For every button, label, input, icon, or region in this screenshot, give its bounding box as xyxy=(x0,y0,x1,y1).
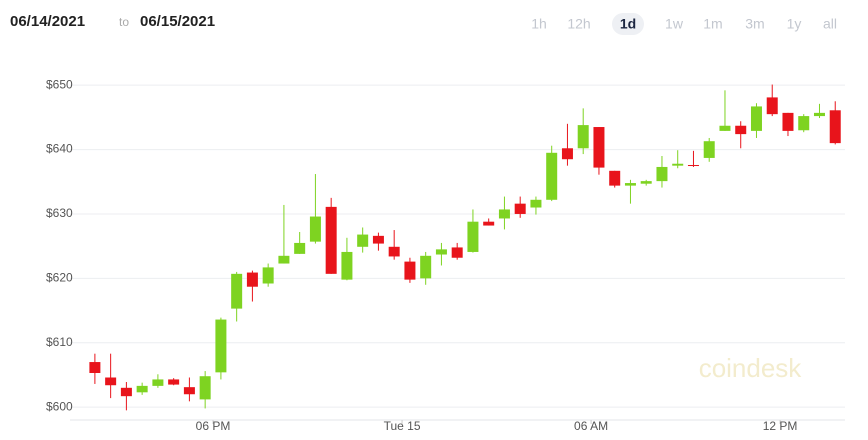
candle-body xyxy=(215,319,227,373)
candle-body xyxy=(609,170,621,186)
candle-body xyxy=(514,203,526,214)
x-tick-label: 06 PM xyxy=(196,419,231,433)
candle-body xyxy=(750,106,762,131)
range-button[interactable]: 1m xyxy=(703,16,722,32)
date-from[interactable]: 06/14/2021 xyxy=(10,13,85,30)
candle-body xyxy=(120,387,132,397)
range-button[interactable]: 3m xyxy=(745,16,764,32)
y-tick-label: $620 xyxy=(46,271,73,285)
candle-body xyxy=(483,221,495,226)
candle-body xyxy=(561,148,573,160)
candle-body xyxy=(687,165,699,167)
candle-body xyxy=(782,112,794,131)
candle-body xyxy=(262,267,274,284)
y-tick-label: $600 xyxy=(46,399,73,413)
range-button[interactable]: 1w xyxy=(665,16,684,32)
candle-body xyxy=(593,127,605,168)
x-tick-label: 12 PM xyxy=(763,419,798,433)
x-tick-label: 06 AM xyxy=(574,419,608,433)
candle-body xyxy=(231,273,243,309)
candle-body xyxy=(325,206,337,274)
candle-body xyxy=(105,377,117,386)
candle-body xyxy=(152,379,164,386)
candle-body xyxy=(372,235,384,244)
candle-body xyxy=(672,163,684,166)
y-tick-label: $640 xyxy=(46,142,73,156)
candle-body xyxy=(404,261,416,280)
candle-body xyxy=(388,246,400,257)
range-buttons: 1h 12h 1d 1w 1m 3m 1y all xyxy=(531,13,837,35)
range-selected-bg xyxy=(612,13,644,35)
candle-body xyxy=(813,112,825,117)
candle-body xyxy=(498,209,510,219)
x-tick-label: Tue 15 xyxy=(384,419,421,433)
candle-body xyxy=(546,152,558,200)
y-tick-label: $650 xyxy=(46,77,73,91)
date-to[interactable]: 06/15/2021 xyxy=(140,13,215,30)
candle-body xyxy=(829,110,841,144)
candle-body xyxy=(656,166,668,182)
range-button[interactable]: 1h xyxy=(531,16,547,32)
candle-body xyxy=(136,385,148,393)
candle-body xyxy=(309,216,321,242)
candle-body xyxy=(183,387,195,395)
candle-body xyxy=(199,376,211,400)
candle-body xyxy=(703,141,715,158)
candle-body xyxy=(246,272,258,287)
candle-body xyxy=(766,97,778,115)
range-button[interactable]: 12h xyxy=(567,16,590,32)
candle-body xyxy=(435,249,447,255)
candle-body xyxy=(640,181,652,184)
candle-body xyxy=(420,255,432,279)
y-tick-label: $610 xyxy=(46,335,73,349)
range-button[interactable]: all xyxy=(823,16,837,32)
candle-body xyxy=(168,379,180,385)
candle-body xyxy=(735,125,747,135)
y-tick-label: $630 xyxy=(46,206,73,220)
candle-body xyxy=(577,125,589,149)
candle-body xyxy=(278,255,290,264)
candle-body xyxy=(294,242,306,254)
candle-body xyxy=(357,234,369,247)
range-button[interactable]: 1d xyxy=(620,16,636,32)
candle-body xyxy=(719,125,731,131)
candle-body xyxy=(530,199,542,208)
candle-body xyxy=(467,221,479,252)
candle-body xyxy=(798,116,810,131)
candle-body xyxy=(89,362,101,373)
candle-body xyxy=(451,247,463,258)
watermark: coindesk xyxy=(699,353,803,383)
date-separator: to xyxy=(119,15,129,29)
range-button[interactable]: 1y xyxy=(787,16,802,32)
candle-body xyxy=(624,183,636,186)
candle-body xyxy=(341,251,353,280)
